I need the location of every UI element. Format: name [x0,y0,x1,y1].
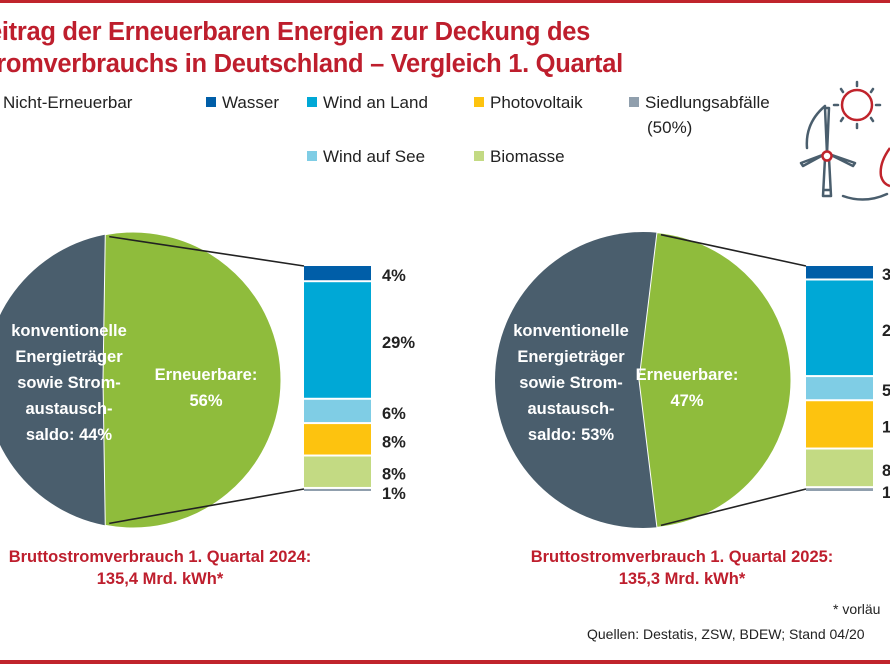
pie-label-line: austausch- [527,400,614,418]
caption-2024-title: Bruttostromverbrauch 1. Quartal 2024: [8,548,312,566]
bottom-rule [0,660,890,664]
pie-label-line: 56% [189,392,222,410]
legend-swatch-wasser [206,97,216,107]
legend-swatch-wind-auf-see [307,151,317,161]
legend-swatch-siedlungsabfaelle [629,97,639,107]
pie-label-erneuerbar: Erneuerbare: 47% [636,366,739,410]
bar-label: 29% [382,334,415,352]
renewable-energy-icon [799,80,890,201]
legend-label: Wind an Land [323,93,428,112]
caption-2024-value: 135,4 Mrd. kWh* [96,570,224,588]
connector-line-top [660,233,807,267]
bar-segment-wasser [304,266,371,281]
bar-segment-wasser [806,266,873,279]
pie-label-line: konventionelle [11,322,127,340]
bar-label: 1% [382,485,406,503]
bar-segment-siedlungsabf-lle [806,488,873,491]
legend-item-siedlungsabfaelle: Siedlungsabfälle [629,93,770,113]
bar-segment-wind-an-land [304,282,371,398]
title-line-2: tromverbrauchs in Deutschland – Vergleic… [0,50,623,78]
arc-bottom-icon [841,192,889,201]
bar-label: 8 [882,462,890,480]
chart-2024: konventionelle Energieträger sowie Strom-a… [0,231,415,529]
pie-label-line: austausch- [25,400,112,418]
pie-slice-erneuerbar [102,231,282,529]
legend-label-2: (50%) [647,118,693,137]
top-rule [0,0,890,3]
pie-label-line: sowie Strom- [519,374,623,392]
legend-label: Wind auf See [323,147,426,166]
pie-label-line: Energieträger [517,348,625,366]
pie-slice-erneuerbar [638,232,792,528]
bar-label: 5 [882,382,890,400]
legend-label: Nicht-Erneuerbar [3,93,133,112]
bar-segment-wind-auf-see [806,377,873,400]
connector-line-top [109,235,305,267]
bar-segment-wind-auf-see [304,399,371,423]
bar-label: 3 [882,266,890,284]
legend-label: Biomasse [490,147,565,166]
pie-label-line: 47% [670,392,703,410]
title-line-1: eitrag der Erneuerbaren Energien zur Dec… [0,18,591,46]
legend-item-siedlungsabfaelle-share: (50%) [647,118,692,138]
source-note: Quellen: Destatis, ZSW, BDEW; Stand 04/2… [587,626,865,642]
legend-item-wind-an-land: Wind an Land [307,93,428,113]
legend-swatch-wind-an-land [307,97,317,107]
pie-label-line: Erneuerbare: [636,366,739,384]
footnote: * vorläu [833,601,881,617]
bar-label: 4% [382,267,406,285]
pie-label-line: konventionelle [513,322,629,340]
legend-item-nicht-erneuerbar: Nicht-Erneuerbar [3,93,132,113]
legend-item-biomasse: Biomasse [474,147,565,167]
legend-item-wind-auf-see: Wind auf See [307,147,425,167]
caption-2025: Bruttostromverbrauch 1. Quartal 2025: 13… [510,546,854,590]
arc-icon [805,104,827,150]
legend-swatch-biomasse [474,151,484,161]
bar-segment-biomasse [304,456,371,487]
bar-segment-photovoltaik [806,401,873,448]
bar-label: 2 [882,322,890,340]
legend-item-photovoltaik: Photovoltaik [474,93,583,113]
pie-label-nicht-erneuerbar: konventionelle Energieträger sowie Strom-a… [11,322,127,444]
legend-label: Siedlungsabfälle [645,93,770,112]
pie-label-line: Erneuerbare: [155,366,258,384]
legend-swatch-photovoltaik [474,97,484,107]
bar-segment-wind-an-land [806,280,873,376]
pie-label-line: saldo: 44% [26,426,113,444]
sun-icon [832,80,882,130]
legend-label: Photovoltaik [490,93,583,112]
caption-2025-value: 135,3 Mrd. kWh* [618,570,746,588]
bar-label: 1 [882,418,890,436]
wind-turbine-icon [799,106,857,198]
pie-label-erneuerbar: Erneuerbare: 56% [155,366,258,410]
bar-label: 1 [882,484,890,502]
chart-2025: konventionelle Energieträger sowie Strom-a… [495,232,890,528]
pie-label-nicht-erneuerbar: konventionelle Energieträger sowie Strom-a… [513,322,629,444]
bar-label: 6% [382,405,406,423]
legend-item-wasser: Wasser [206,93,279,113]
water-drop-icon [879,147,890,188]
caption-2024: Bruttostromverbrauch 1. Quartal 2024: 13… [0,546,332,590]
bar-segment-photovoltaik [304,424,371,455]
bar-label: 8% [382,433,406,451]
connector-line-bottom [109,488,305,525]
bar-label: 8% [382,466,406,484]
caption-2025-title: Bruttostromverbrauch 1. Quartal 2025: [530,548,834,566]
pie-label-line: sowie Strom- [17,374,121,392]
legend-label: Wasser [222,93,279,112]
pie-label-line: Energieträger [15,348,123,366]
bar-segment-biomasse [806,449,873,487]
pie-label-line: saldo: 53% [528,426,615,444]
connector-line-bottom [660,488,807,527]
chart-title: eitrag der Erneuerbaren Energien zur Dec… [0,16,888,80]
bar-segment-siedlungsabf-lle [304,488,371,491]
